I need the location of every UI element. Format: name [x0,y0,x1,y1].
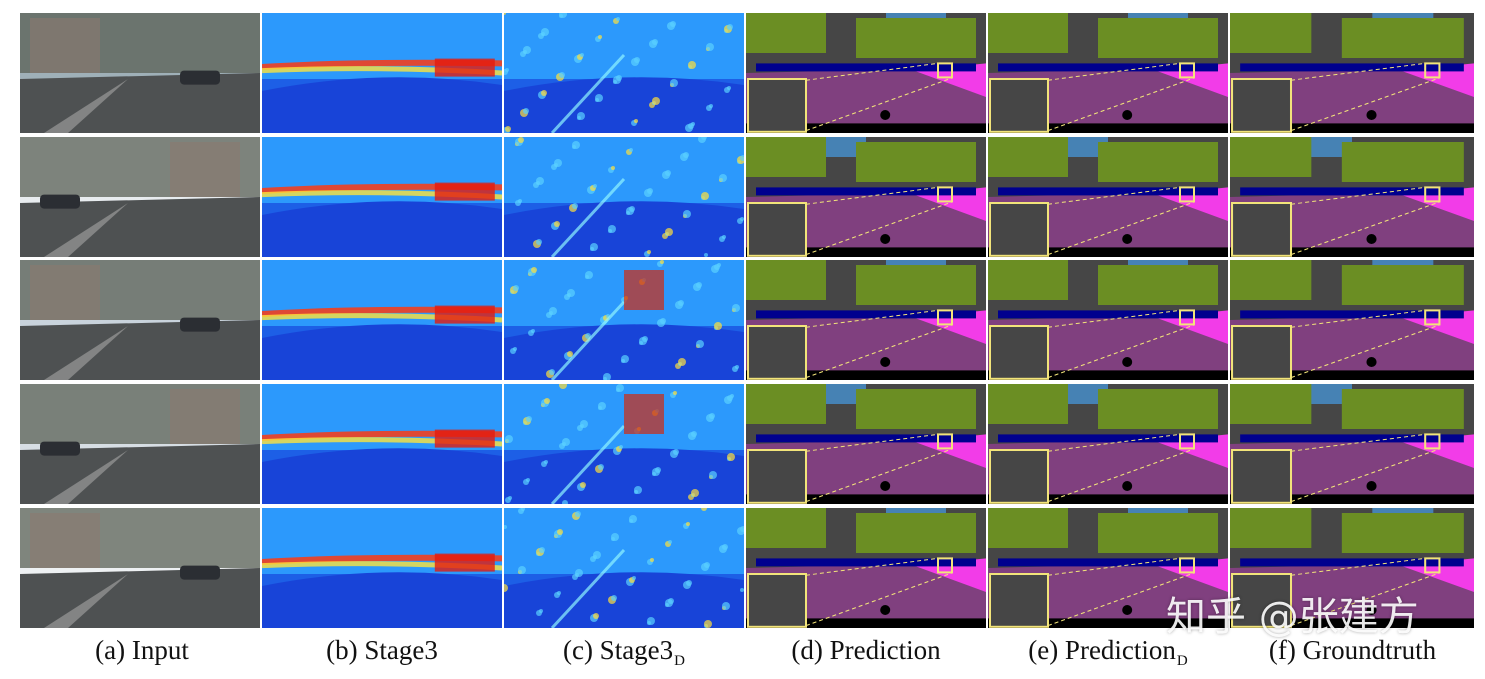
panel-c-row-4 [504,384,744,504]
panel-a-row-5 [20,508,260,628]
panel-e-row-2 [988,137,1228,257]
panel-f-row-4 [1230,384,1474,504]
panel-b-row-5 [262,508,502,628]
watermark: 知乎 @张建方 [1166,594,1419,640]
caption-prediction: (d) Prediction [791,635,941,665]
panel-c-row-5 [504,508,744,628]
panel-e-row-4 [988,384,1228,504]
panel-e-row-1 [988,13,1228,133]
caption-stage3-d: (c) Stage3D [562,635,686,669]
panel-b-row-4 [262,384,502,504]
caption-input: (a) Input [95,635,189,665]
panel-b-row-1 [262,13,502,133]
panel-d-row-2 [746,137,986,257]
panel-f-row-5 [1230,508,1474,628]
panel-d-row-3 [746,260,986,380]
panel-c-row-2 [504,137,744,257]
panel-f-row-2 [1230,137,1474,257]
panel-c-row-3 [504,260,744,380]
panel-a-row-1 [20,13,260,133]
caption-stage3: (b) Stage3 [326,635,438,665]
panel-e-row-3 [988,260,1228,380]
panel-b-row-3 [262,260,502,380]
panel-f-row-1 [1230,13,1474,133]
panel-c-row-1 [504,13,744,133]
panel-a-row-3 [20,260,260,380]
panel-f-row-3 [1230,260,1474,380]
panel-d-row-4 [746,384,986,504]
panel-e-row-5 [988,508,1228,628]
panel-b-row-2 [262,137,502,257]
caption-prediction-d: (e) PredictionD [1028,635,1188,669]
panel-d-row-1 [746,13,986,133]
panel-a-row-4 [20,384,260,504]
panel-d-row-5 [746,508,986,628]
caption-groundtruth: (f) Groundtruth [1268,635,1437,665]
panel-a-row-2 [20,137,260,257]
